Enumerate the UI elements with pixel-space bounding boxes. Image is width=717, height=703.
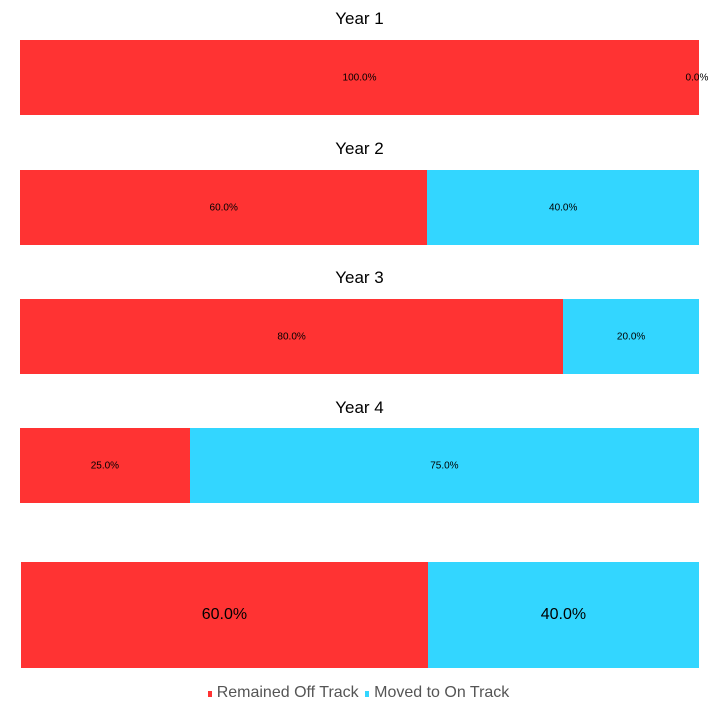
overall-on-track-label: 40.0% bbox=[541, 606, 586, 624]
year-2-on-track-label: 40.0% bbox=[549, 202, 577, 213]
legend-item-off-track: Remained Off Track bbox=[208, 683, 359, 703]
year-2-title: Year 2 bbox=[20, 139, 699, 159]
legend-label-on-track: Moved to On Track bbox=[374, 684, 509, 701]
year-1-off-track-label: 100.0% bbox=[343, 72, 377, 83]
legend-swatch-on-track bbox=[365, 691, 369, 697]
year-1-on-track-label: 0.0% bbox=[686, 72, 709, 83]
year-3-bar: 80.0% 20.0% bbox=[20, 299, 699, 374]
overall-bar: 60.0% 40.0% bbox=[21, 562, 699, 668]
year-3-title: Year 3 bbox=[20, 268, 699, 288]
legend-swatch-off-track bbox=[208, 691, 212, 697]
year-2-off-track-label: 60.0% bbox=[210, 202, 238, 213]
year-4-on-track-label: 75.0% bbox=[430, 460, 458, 471]
overall-off-track-label: 60.0% bbox=[202, 606, 247, 624]
year-4-bar: 25.0% 75.0% bbox=[20, 428, 699, 503]
year-4-off-track-label: 25.0% bbox=[91, 460, 119, 471]
legend-label-off-track: Remained Off Track bbox=[217, 684, 359, 701]
year-3-on-track-label: 20.0% bbox=[617, 331, 645, 342]
legend: Remained Off Track Moved to On Track bbox=[0, 683, 717, 703]
year-1-bar: 100.0% 0.0% bbox=[20, 40, 699, 115]
year-3-off-track-label: 80.0% bbox=[277, 331, 305, 342]
year-1-title: Year 1 bbox=[20, 9, 699, 29]
year-2-bar: 60.0% 40.0% bbox=[20, 170, 699, 245]
legend-item-on-track: Moved to On Track bbox=[365, 683, 509, 703]
year-4-title: Year 4 bbox=[20, 398, 699, 418]
